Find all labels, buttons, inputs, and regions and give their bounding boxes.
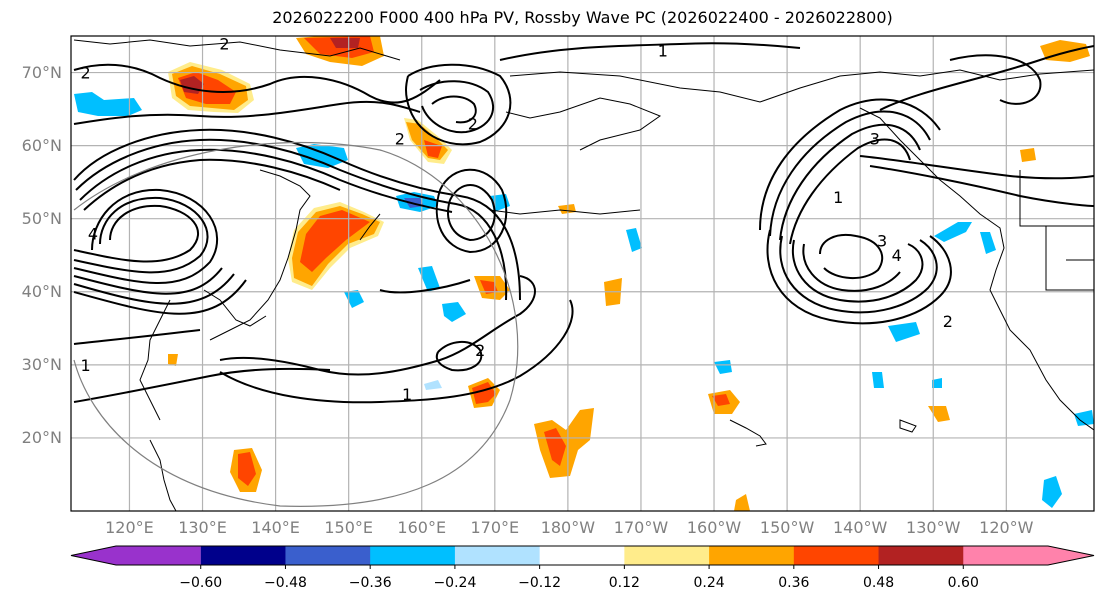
contour-label: 2: [468, 115, 478, 134]
contour-label: 1: [402, 385, 412, 404]
contour-label: 2: [395, 129, 405, 148]
colorbar-bin: [200, 546, 286, 565]
colorbar-tick-label: 0.60: [947, 575, 979, 591]
colorbar-bin: [370, 546, 456, 565]
positive-anomaly-blob: [1020, 148, 1036, 162]
contour-label: 1: [658, 42, 668, 61]
lat-tick-label: 40°N: [21, 281, 62, 301]
negative-anomaly-blob: [714, 360, 732, 374]
negative-anomaly-blob: [872, 372, 884, 388]
negative-anomaly-blob: [1042, 476, 1062, 508]
negative-anomaly-blob: [344, 290, 364, 308]
map-frame: [70, 35, 1095, 512]
positive-anomaly-blob: [1040, 40, 1090, 62]
positive-anomaly-blob: [300, 210, 370, 272]
lon-tick-label: 160°W: [686, 518, 742, 537]
negative-anomaly-blob: [626, 228, 642, 252]
colorbar-tick-label: 0.36: [778, 575, 810, 591]
positive-anomaly-blob: [712, 394, 730, 406]
positive-anomaly-blob: [928, 406, 950, 422]
positive-anomaly-blob: [424, 140, 442, 158]
lon-tick-label: 130°E: [178, 518, 227, 537]
contour-label: 1: [81, 356, 91, 375]
negative-anomaly-blob: [424, 380, 442, 390]
contour-label: 2: [475, 341, 485, 360]
positive-anomaly-blob: [330, 38, 360, 48]
contour-label: 4: [88, 224, 98, 243]
colorbar-bin: [878, 546, 964, 565]
lat-tick-label: 60°N: [21, 135, 62, 155]
lon-tick-label: 170°E: [470, 518, 520, 537]
lon-tick-label: 120°W: [979, 518, 1034, 537]
contour-label: 3: [877, 232, 887, 251]
lon-tick-label: 150°E: [324, 518, 373, 537]
negative-anomaly-blob: [932, 378, 942, 388]
contour-label: 4: [892, 246, 902, 265]
lat-tick-label: 50°N: [21, 208, 62, 228]
lon-tick-label: 130°W: [906, 518, 961, 537]
colorbar-bin: [709, 546, 795, 565]
negative-anomaly-blob: [418, 266, 440, 292]
lon-tick-label: 150°W: [759, 518, 815, 537]
great-circle-arc: [73, 141, 519, 507]
contour-label: 2: [81, 64, 91, 83]
positive-anomaly-blob: [168, 354, 178, 366]
negative-anomaly-blob: [296, 144, 348, 168]
colorbar-tick-label: −0.60: [179, 575, 223, 591]
negative-anomaly-blob: [74, 92, 142, 116]
colorbar-tick-label: 0.12: [608, 575, 640, 591]
positive-anomaly-blob: [734, 494, 750, 511]
contour-label: 2: [943, 312, 953, 331]
colorbar-extend-max: [963, 546, 1094, 565]
pv-contours: [73, 42, 1094, 404]
lon-tick-label: 180°W: [540, 518, 596, 537]
colorbar-tick-label: −0.48: [264, 575, 307, 591]
lat-tick-label: 30°N: [21, 354, 62, 374]
positive-anomaly-blob: [558, 204, 576, 214]
contour-label: 1: [833, 188, 843, 207]
colorbar-extend-min: [71, 546, 201, 565]
contour-label: 3: [870, 129, 880, 148]
lon-tick-label: 140°W: [832, 518, 888, 537]
negative-anomaly-blob: [980, 232, 996, 254]
colorbar-bin: [539, 546, 625, 565]
lon-tick-label: 120°E: [105, 518, 154, 537]
colorbar-outline: [70, 545, 1095, 566]
coastlines: [73, 39, 1094, 511]
colorbar-tick-label: −0.12: [518, 575, 562, 591]
colorbar-tick-label: −0.24: [433, 575, 477, 591]
colorbar: [70, 545, 1095, 569]
colorbar-bin: [454, 546, 541, 565]
colorbar-tick-label: 0.24: [693, 575, 725, 591]
lat-tick-label: 20°N: [21, 427, 62, 447]
lon-tick-label: 160°E: [397, 518, 447, 537]
colorbar-bin: [793, 546, 880, 565]
chart-title: 2026022200 F000 400 hPa PV, Rossby Wave …: [272, 8, 893, 27]
colorbar-bin: [285, 546, 371, 565]
colorbar-bin: [624, 546, 710, 565]
colorbar-tick-label: −0.36: [348, 575, 392, 591]
positive-anomaly-blob: [480, 280, 498, 294]
positive-anomaly-blob: [238, 452, 256, 486]
lat-tick-label: 70°N: [21, 62, 62, 82]
colorbar-tick-label: 0.48: [862, 575, 895, 591]
negative-anomaly-blob: [442, 302, 466, 322]
lon-tick-label: 140°E: [251, 518, 300, 537]
contour-label: 2: [219, 34, 229, 53]
graticule: [71, 36, 1094, 511]
rossby-wave-pc-shading: [74, 36, 1094, 511]
lon-tick-label: 170°W: [613, 518, 669, 537]
negative-anomaly-blob: [934, 222, 972, 242]
negative-anomaly-blob: [1074, 410, 1094, 426]
negative-anomaly-blob: [888, 322, 920, 342]
